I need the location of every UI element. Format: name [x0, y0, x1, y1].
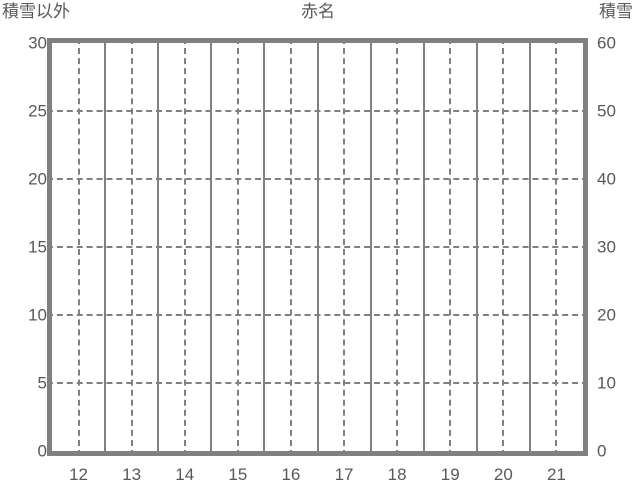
- y-axis-right-tick-label: 20: [597, 305, 616, 325]
- y-axis-left-tick-label: 30: [28, 33, 47, 53]
- grid-line-horizontal: [52, 178, 583, 180]
- x-axis-tick-label: 14: [175, 465, 195, 484]
- y-axis-left-tick-label: 15: [28, 237, 47, 257]
- x-axis-tick-label: 20: [493, 465, 513, 484]
- y-axis-right-tick-label: 10: [597, 373, 616, 393]
- x-axis-tick-label: 17: [334, 465, 354, 484]
- x-axis-tick-label: 16: [281, 465, 301, 484]
- x-axis-tick-label: 13: [122, 465, 142, 484]
- y-axis-left-tick-label: 0: [37, 441, 47, 461]
- plot-area: [47, 38, 588, 456]
- grid-line-horizontal: [52, 110, 583, 112]
- y-axis-left-tick-label: 25: [28, 101, 47, 121]
- y-axis-left-tick-label: 20: [28, 169, 47, 189]
- x-axis-tick-label: 18: [387, 465, 407, 484]
- grid-line-horizontal: [52, 382, 583, 384]
- plot-grid: [52, 43, 583, 451]
- y-axis-left-tick-label: 10: [28, 305, 47, 325]
- y-axis-left-tick-label: 5: [37, 373, 47, 393]
- y-axis-right-tick-label: 40: [597, 169, 616, 189]
- chart-title: 赤名: [301, 2, 335, 21]
- y-axis-right-tick-label: 30: [597, 237, 616, 257]
- y-axis-right-tick-label: 0: [597, 441, 607, 461]
- y-axis-right-tick-label: 60: [597, 33, 616, 53]
- grid-line-horizontal: [52, 246, 583, 248]
- right-axis-title: 積雪: [599, 2, 633, 21]
- x-axis-tick-label: 15: [228, 465, 248, 484]
- y-axis-right-tick-label: 50: [597, 101, 616, 121]
- x-axis-tick-label: 21: [546, 465, 566, 484]
- left-axis-title: 積雪以外: [2, 2, 70, 21]
- grid-line-horizontal: [52, 314, 583, 316]
- x-axis-tick-label: 12: [69, 465, 89, 484]
- x-axis-tick-label: 19: [440, 465, 460, 484]
